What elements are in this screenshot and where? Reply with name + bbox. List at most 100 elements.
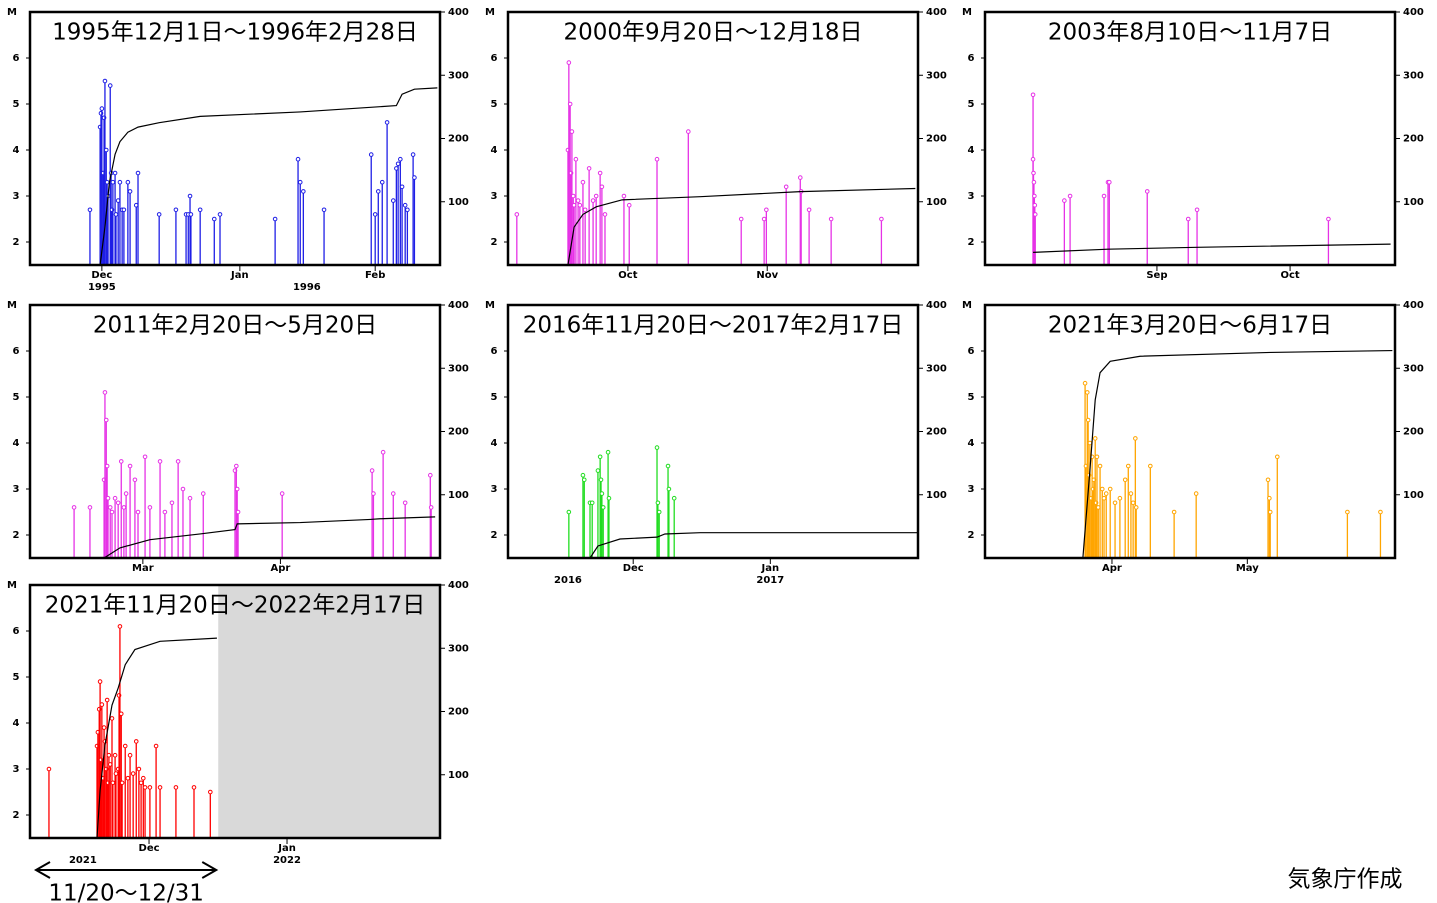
event-dot (405, 207, 410, 213)
y2-tick-label: 300 (926, 70, 947, 81)
event-dot (656, 509, 662, 515)
event-dot (295, 156, 301, 162)
event-dot (112, 495, 118, 501)
y2-tick-label: 100 (448, 197, 469, 208)
y-tick-label: 6 (968, 53, 975, 64)
credit: 気象庁作成 (1288, 867, 1403, 893)
y-tick-label: 2 (13, 530, 20, 541)
event-dot (566, 509, 572, 515)
event-dot (157, 785, 163, 790)
event-dot (626, 202, 632, 208)
event-dot (297, 179, 303, 185)
event-dot (136, 766, 142, 772)
event-dot (410, 152, 416, 157)
event-dot (142, 454, 148, 460)
event-dot (138, 780, 144, 786)
event-dot (1345, 509, 1350, 515)
event-dot (127, 189, 133, 194)
event-dot (169, 500, 175, 506)
event-dot (602, 212, 608, 217)
y-tick-label: 3 (13, 484, 20, 495)
period-arrow (33, 861, 219, 879)
plot-frame (506, 10, 920, 267)
event-dot (1094, 454, 1100, 460)
event-dot (738, 216, 744, 222)
event-dot (1103, 491, 1109, 496)
event-dot (605, 449, 611, 455)
event-dot (1097, 463, 1103, 469)
event-dot (783, 184, 789, 190)
x-tick-label: Oct (618, 270, 637, 281)
event-dot (412, 175, 417, 180)
y-tick-label: 3 (13, 191, 20, 202)
event-dot (1326, 216, 1331, 222)
event-dot (1112, 500, 1118, 506)
event-dot (368, 152, 374, 157)
y2-tick-label: 400 (926, 7, 947, 18)
y2-tick-label: 400 (926, 300, 947, 311)
y-axis-label: M (7, 580, 17, 591)
event-dot (1031, 170, 1036, 176)
panel-title: 2003年8月10日～11月7日 (1048, 20, 1332, 46)
event-dot (110, 780, 116, 786)
y-tick-label: 4 (13, 438, 20, 449)
x-tick-label: Oct (1280, 270, 1299, 281)
event-dot (217, 212, 223, 217)
event-dot (375, 189, 381, 194)
event-dot (666, 486, 672, 492)
event-dot (107, 505, 113, 510)
event-dot (1062, 198, 1067, 203)
event-dot (135, 170, 141, 176)
y-tick-label: 3 (491, 484, 498, 495)
event-dot (109, 509, 115, 515)
event-dot (1107, 486, 1113, 492)
y-tick-label: 3 (968, 191, 975, 202)
x-year-label: 2016 (554, 575, 582, 586)
event-dot (109, 716, 115, 721)
event-dot (107, 83, 113, 88)
event-dot (1101, 193, 1107, 199)
y2-tick-label: 200 (1403, 134, 1424, 145)
y-axis-label: M (962, 7, 972, 18)
y-tick-label: 4 (491, 145, 498, 156)
event-dot (127, 463, 133, 469)
y2-tick-label: 300 (448, 363, 469, 374)
y-axis-label: M (7, 300, 17, 311)
y-tick-label: 6 (491, 53, 498, 64)
y-tick-label: 2 (968, 530, 975, 541)
y2-tick-label: 200 (448, 427, 469, 438)
event-dot (132, 477, 138, 483)
event-dot (1099, 486, 1105, 492)
event-dot (118, 711, 124, 717)
cumulative-line (99, 87, 438, 266)
event-dot (130, 771, 136, 776)
event-dot (1265, 477, 1271, 483)
y-tick-label: 6 (13, 346, 20, 357)
event-dot (1087, 440, 1093, 446)
event-dot (122, 743, 128, 749)
event-dot (402, 202, 408, 208)
event-dot (175, 459, 181, 464)
y-tick-label: 2 (491, 530, 498, 541)
panel-title: 1995年12月1日～1996年2月28日 (52, 20, 418, 46)
event-dot (102, 78, 108, 84)
y-tick-label: 4 (13, 145, 20, 156)
event-dot (586, 166, 592, 171)
event-dot (654, 445, 660, 450)
cumulative-line (589, 532, 918, 559)
event-dot (135, 509, 141, 515)
y2-tick-label: 300 (448, 643, 469, 654)
x-tick-label: Sep (1146, 270, 1167, 281)
event-dot (577, 202, 583, 208)
event-dot (621, 193, 627, 199)
x-tick-label: Jan (761, 563, 780, 574)
y2-tick-label: 400 (1403, 7, 1424, 18)
event-dot (153, 743, 159, 749)
event-dot (1125, 463, 1131, 469)
event-dot (428, 505, 434, 510)
plot-frame (983, 10, 1397, 267)
event-dot (123, 491, 129, 496)
event-dot (104, 179, 110, 185)
event-dot (99, 702, 105, 707)
